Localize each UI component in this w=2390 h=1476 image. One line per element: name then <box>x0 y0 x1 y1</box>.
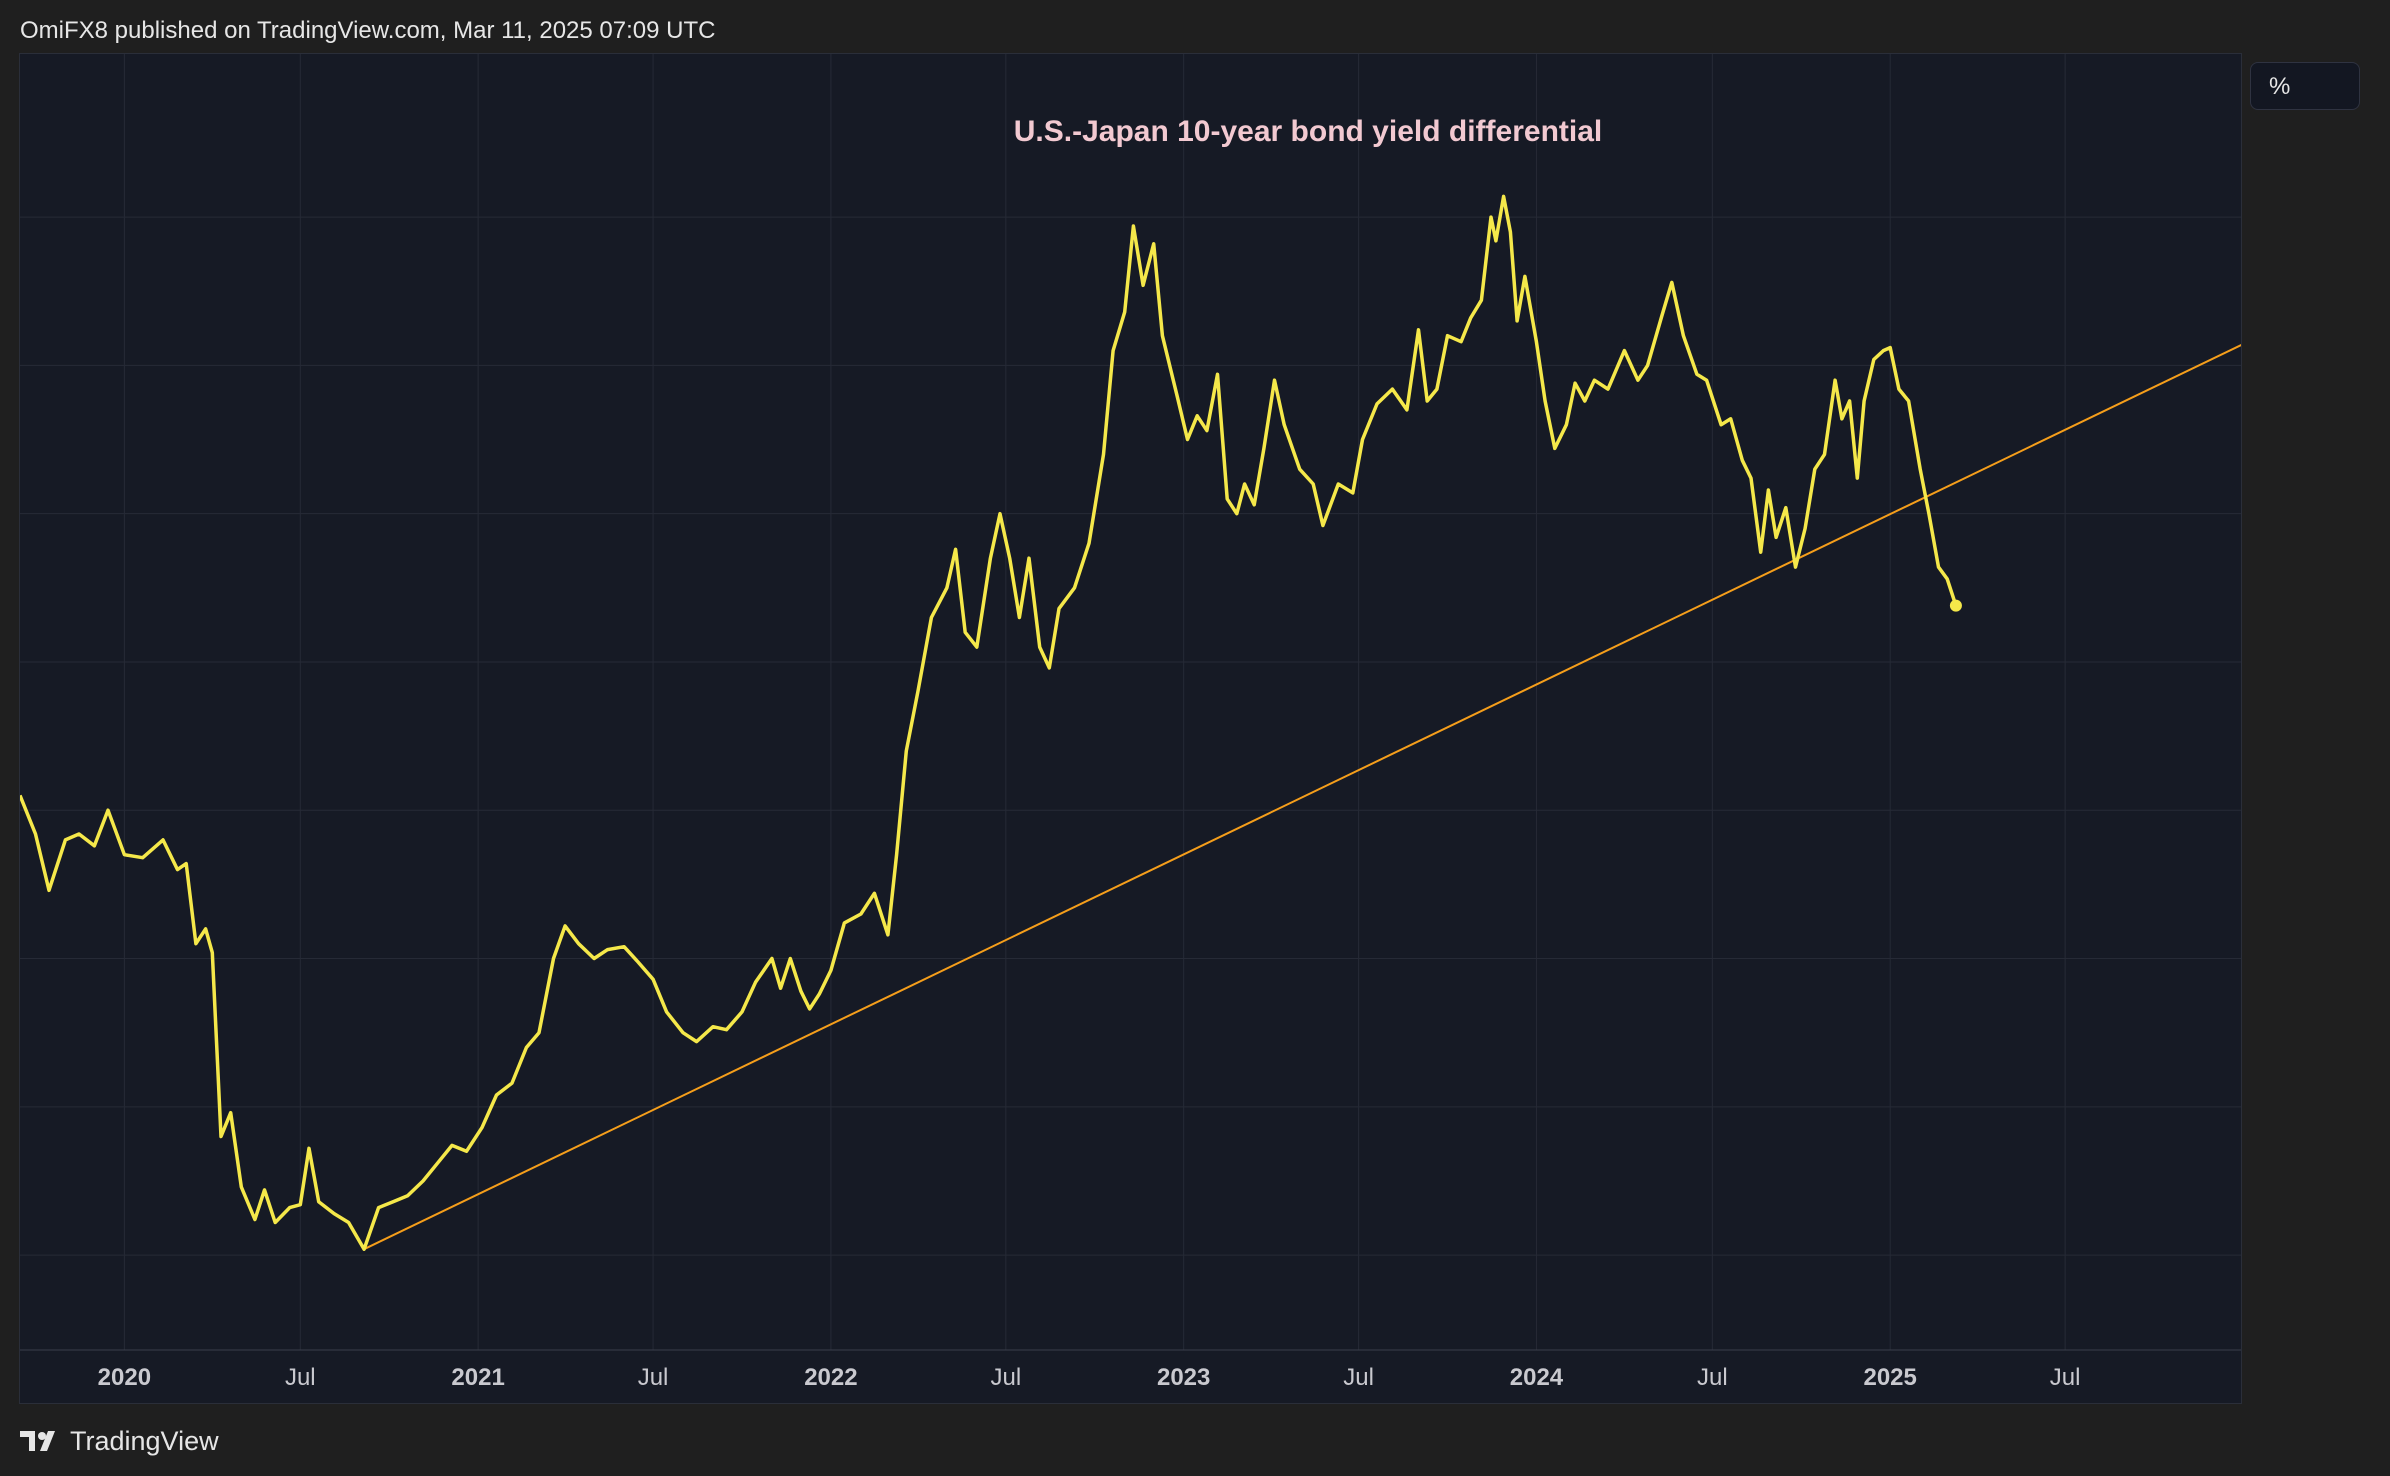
unit-toggle-button[interactable]: % <box>2250 62 2360 110</box>
tradingview-branding[interactable]: TradingView <box>20 1424 219 1458</box>
x-tick-label: Jul <box>285 1364 316 1391</box>
trendline[interactable] <box>363 344 2241 1251</box>
tradingview-logo-icon <box>20 1431 55 1451</box>
x-tick-label: Jul <box>990 1364 1021 1391</box>
x-tick-label: Jul <box>1343 1364 1374 1391</box>
x-tick-label: 2024 <box>1510 1364 1564 1391</box>
x-tick-label: 2020 <box>98 1364 151 1391</box>
x-tick-label: 2022 <box>804 1364 857 1391</box>
brand-name: TradingView <box>70 1425 219 1456</box>
yield-differential-chart[interactable]: 2020 Jul 2021 Jul 2022 Jul 2023 Jul 2024 Jul 2025 J… <box>20 54 2241 1403</box>
series-layer <box>20 194 2241 1251</box>
yield-differential-line[interactable] <box>20 194 1958 1251</box>
x-tick-label: Jul <box>638 1364 669 1391</box>
publisher-info: OmiFX8 published on TradingView.com, Mar… <box>20 17 716 44</box>
last-value-marker[interactable] <box>1949 599 1962 612</box>
x-tick-label: 2021 <box>451 1364 504 1391</box>
x-tick-label: Jul <box>2050 1364 2081 1391</box>
x-tick-label: 2025 <box>1863 1364 1916 1391</box>
chart-background <box>20 54 2241 1403</box>
axes: 2020 Jul 2021 Jul 2022 Jul 2023 Jul 2024 Jul 2025 J… <box>20 1349 2241 1391</box>
x-tick-label: 2023 <box>1157 1364 1210 1391</box>
chart-frame[interactable]: 2020 Jul 2021 Jul 2022 Jul 2023 Jul 2024 Jul 2025 J… <box>19 53 2242 1404</box>
x-tick-label: Jul <box>1697 1364 1728 1391</box>
chart-title: U.S.-Japan 10-year bond yield differenti… <box>1014 115 1603 148</box>
